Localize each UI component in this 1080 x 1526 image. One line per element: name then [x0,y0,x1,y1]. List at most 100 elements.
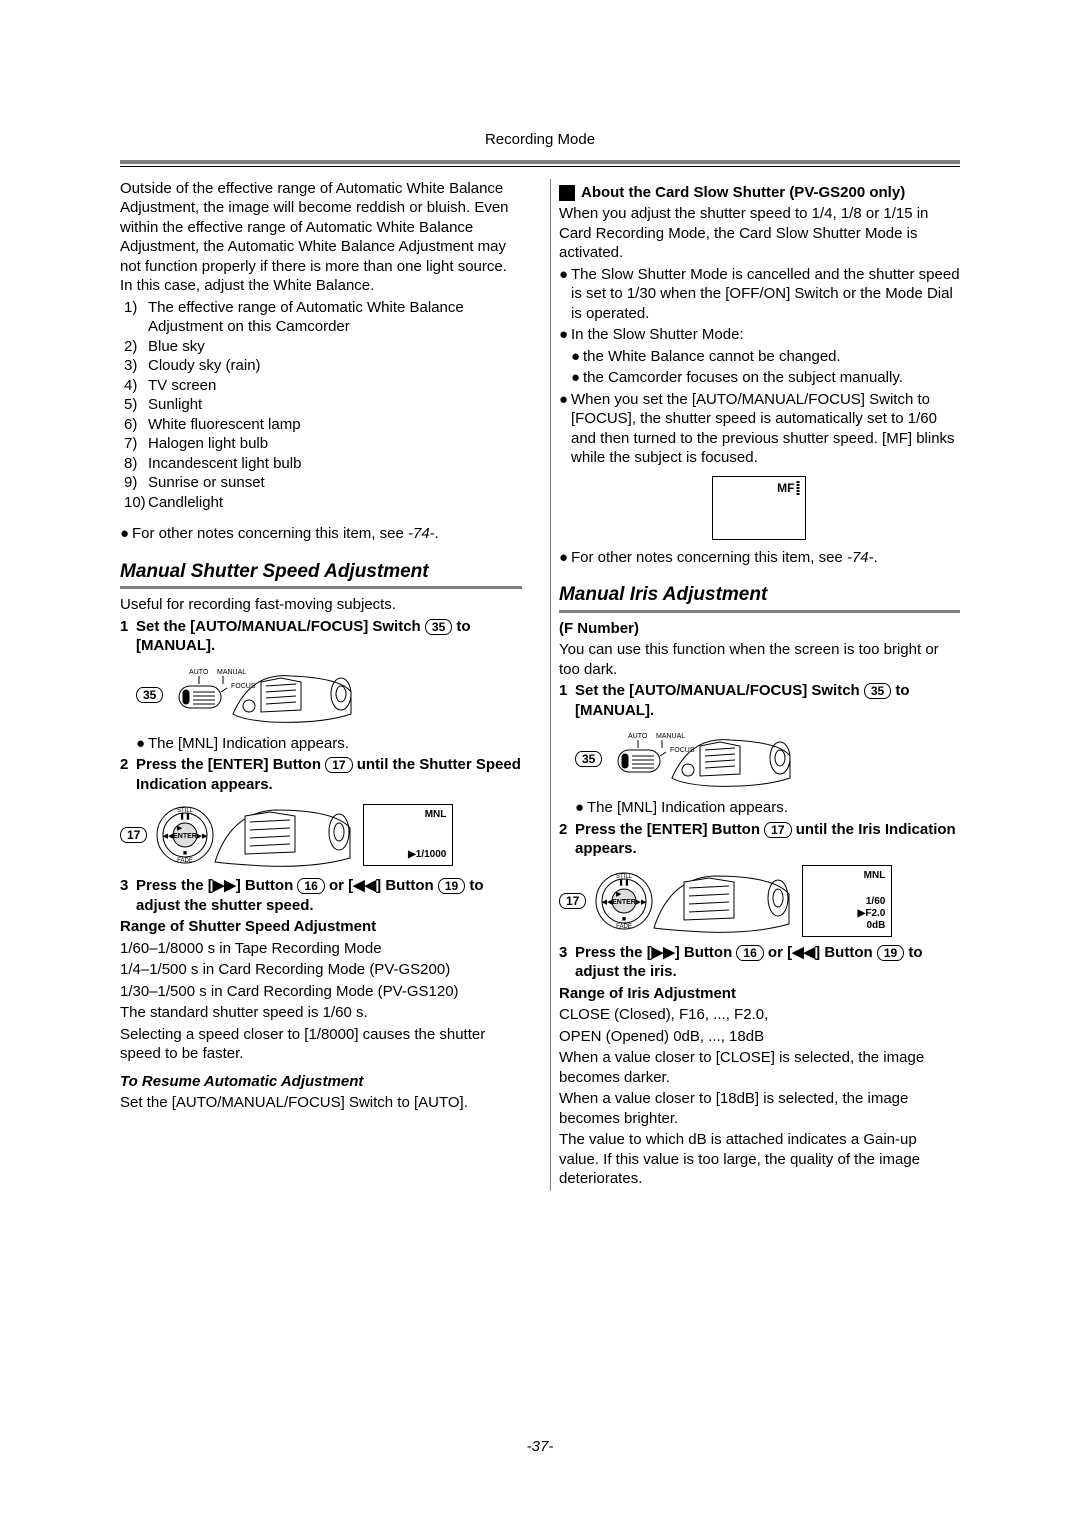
svg-text:MANUAL: MANUAL [217,669,246,676]
left-column: Outside of the effective range of Automa… [120,179,530,1191]
range-text: The value to which dB is attached indica… [559,1130,960,1189]
iris-section-title: Manual Iris Adjustment [559,583,960,608]
other-notes-bullet: ● For other notes concerning this item, … [120,524,522,544]
shutter-step-3: 3 Press the [▶▶] Button 16 or [◀◀] Butto… [120,876,522,915]
svg-text:▶: ▶ [177,825,183,832]
resume-heading: To Resume Automatic Adjustment [120,1072,522,1092]
bullet-text: the Camcorder focuses on the subject man… [583,368,960,388]
ref-number: 19 [877,945,904,961]
bullet-text: In the Slow Shutter Mode: [571,325,960,345]
list-item: Halogen light bulb [148,434,522,454]
mf-display-illustration: MF [559,476,960,540]
svg-text:MANUAL: MANUAL [656,733,685,740]
switch-illustration: 35 AUTO MANUAL FOCUS [136,664,522,726]
resume-text: Set the [AUTO/MANUAL/FOCUS] Switch to [A… [120,1093,522,1113]
slow-shutter-intro: When you adjust the shutter speed to 1/4… [559,204,960,263]
step-text: Set the [AUTO/MANUAL/FOCUS] Switch [575,682,864,699]
svg-text:ENTER: ENTER [173,833,197,840]
slow-bullet-2: ●In the Slow Shutter Mode: [559,325,960,345]
iris-value-1: 1/60 [809,896,885,908]
range-text: When a value closer to [18dB] is selecte… [559,1089,960,1128]
list-item: White fluorescent lamp [148,415,522,435]
awb-numbered-list: 1)The effective range of Automatic White… [120,298,522,513]
step-text: Press the [▶▶] Button [575,944,736,961]
ref-number: 19 [438,878,465,894]
ref-number: 35 [425,619,452,635]
list-item: TV screen [148,376,522,396]
fnumber-label: (F Number) [559,619,960,639]
shutter-step-2: 2 Press the [ENTER] Button 17 until the … [120,755,522,794]
svg-text:◀◀: ◀◀ [163,833,174,840]
ref-number: 16 [736,945,763,961]
bullet-text: the White Balance cannot be changed. [583,347,960,367]
other-notes-text: For other notes concerning this item, se… [571,549,847,566]
ref-number: 17 [120,827,147,843]
slow-bullet-1: ●The Slow Shutter Mode is cancelled and … [559,265,960,324]
section-rule [559,610,960,613]
iris-value-3: 0dB [809,920,885,932]
other-notes-text: For other notes concerning this item, se… [132,525,408,542]
mnl-note-bullet: ●The [MNL] Indication appears. [559,798,960,818]
list-item: Blue sky [148,337,522,357]
other-notes-bullet: ● For other notes concerning this item, … [559,548,960,568]
mnl-note-text: The [MNL] Indication appears. [587,798,960,818]
list-item: Sunlight [148,395,522,415]
list-item: The effective range of Automatic White B… [148,298,522,337]
list-item: Incandescent light bulb [148,454,522,474]
svg-text:ENTER: ENTER [612,899,636,906]
step-text: Press the [▶▶] Button [136,877,297,894]
iris-step-3: 3 Press the [▶▶] Button 16 or [◀◀] Butto… [559,943,960,982]
page-ref: -74- [847,549,874,566]
enter-button-illustration: 17 ENTER STILL FADE ❚❚ ◀◀ ▶▶ ■ ▶ [120,800,522,870]
step-text: or [◀◀] Button [764,944,877,961]
svg-text:❚❚: ❚❚ [618,878,630,886]
svg-text:AUTO: AUTO [189,669,209,676]
camcorder-switch-svg: AUTO MANUAL FOCUS [171,664,361,726]
page-number: -37- [0,1437,1080,1457]
mnl-label: MNL [809,870,885,882]
ref-number: 17 [764,822,791,838]
range-text: 1/60–1/8000 s in Tape Recording Mode [120,939,522,959]
slow-sub-bullet-1: ●the White Balance cannot be changed. [559,347,960,367]
range-text: OPEN (Opened) 0dB, ..., 18dB [559,1027,960,1047]
two-column-layout: Outside of the effective range of Automa… [120,179,960,1191]
shutter-step-1: 1 Set the [AUTO/MANUAL/FOCUS] Switch 35 … [120,617,522,656]
list-item: Sunrise or sunset [148,473,522,493]
slow-shutter-title: About the Card Slow Shutter (PV-GS200 on… [581,183,905,203]
list-item: Cloudy sky (rain) [148,356,522,376]
iris-step-1: 1 Set the [AUTO/MANUAL/FOCUS] Switch 35 … [559,681,960,720]
svg-text:▶▶: ▶▶ [197,833,208,840]
ref-number: 17 [325,757,352,773]
svg-text:▶▶: ▶▶ [636,899,647,906]
svg-text:FADE: FADE [617,924,633,930]
iris-step-2: 2 Press the [ENTER] Button 17 until the … [559,820,960,859]
mf-display-box: MF [712,476,806,540]
shutter-value: ▶1/1000 [370,849,446,861]
range-text: CLOSE (Closed), F16, ..., F2.0, [559,1005,960,1025]
list-item: Candlelight [148,493,522,513]
step-text: or [◀◀] Button [325,877,438,894]
bullet-text: When you set the [AUTO/MANUAL/FOCUS] Swi… [571,390,960,468]
manual-page: Recording Mode Outside of the effective … [0,0,1080,1526]
shutter-range-title: Range of Shutter Speed Adjustment [120,917,522,937]
ref-number: 35 [575,751,602,767]
range-text: The standard shutter speed is 1/60 s. [120,1003,522,1023]
right-column: About the Card Slow Shutter (PV-GS200 on… [550,179,960,1191]
slow-shutter-heading: About the Card Slow Shutter (PV-GS200 on… [559,183,960,203]
svg-text:◀◀: ◀◀ [602,899,613,906]
range-text: When a value closer to [CLOSE] is select… [559,1048,960,1087]
iris-value-2: ▶F2.0 [809,908,885,920]
mnl-display-box: MNL 1/60 ▶F2.0 0dB [802,865,892,937]
ref-number: 17 [559,893,586,909]
step-text: Set the [AUTO/MANUAL/FOCUS] Switch [136,618,425,635]
camcorder-enter-svg: ENTER STILL FADE ❚❚ ◀◀ ▶▶ ■ ▶ [594,866,794,936]
camcorder-enter-svg: ENTER STILL FADE ❚❚ ◀◀ ▶▶ ■ ▶ [155,800,355,870]
page-ref: -74- [408,525,435,542]
range-text: Selecting a speed closer to [1/8000] cau… [120,1025,522,1064]
step-text: Press the [ENTER] Button [136,756,325,773]
step-text: Press the [ENTER] Button [575,821,764,838]
ref-number: 35 [864,683,891,699]
switch-illustration: 35 AUTO MANUAL FOCUS [575,728,960,790]
mnl-note-bullet: ●The [MNL] Indication appears. [120,734,522,754]
svg-text:FADE: FADE [178,858,194,864]
